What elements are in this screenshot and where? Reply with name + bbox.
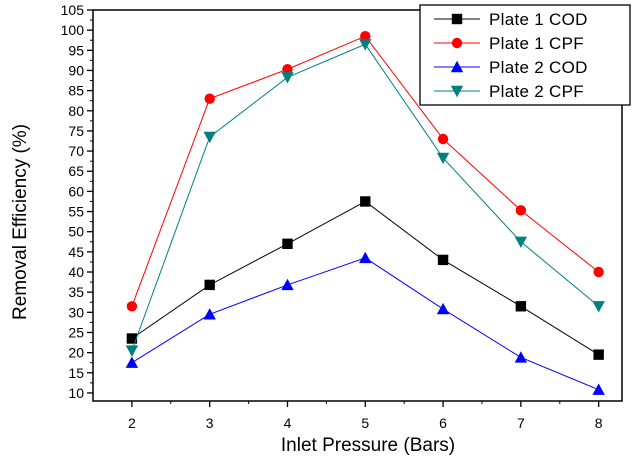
y-tick-label: 100: [61, 22, 85, 38]
data-point: [592, 301, 605, 313]
legend-entry: Plate 2 CPF: [434, 82, 584, 101]
data-point: [514, 236, 528, 248]
data-point: [359, 39, 372, 51]
series-line: [131, 257, 599, 391]
data-point: [514, 351, 528, 363]
y-tick-label: 65: [68, 163, 84, 179]
x-tick-label: 7: [517, 415, 525, 431]
y-tick-label: 55: [68, 204, 84, 220]
x-tick-label: 4: [284, 415, 292, 431]
data-point: [281, 72, 294, 84]
legend-marker: [450, 85, 464, 98]
plot-frame: [92, 9, 623, 402]
legend-label: Plate 2 CPF: [489, 82, 584, 101]
legend-entry: Plate 2 COD: [434, 58, 588, 77]
y-tick-label: 45: [68, 244, 84, 260]
legend-entry: Plate 1 CPF: [434, 34, 584, 53]
legend-marker: [450, 60, 464, 73]
data-point: [515, 205, 527, 216]
data-point: [436, 152, 450, 165]
y-tick-label: 50: [68, 224, 84, 240]
data-point: [126, 301, 138, 312]
data-point: [360, 31, 371, 42]
data-point: [203, 308, 216, 320]
y-axis-title: Removal Efficiency (%): [10, 124, 31, 320]
data-point: [125, 356, 139, 368]
series-3: [125, 39, 605, 357]
x-tick-label: 8: [595, 415, 603, 431]
x-axis-title: Inlet Pressure (Bars): [281, 435, 455, 456]
x-tick-label: 5: [361, 415, 369, 431]
y-tick-label: 25: [68, 324, 84, 340]
legend-label: Plate 2 COD: [489, 58, 588, 77]
legend-entry: Plate 1 COD: [434, 10, 588, 29]
y-tick-label: 80: [68, 103, 84, 119]
y-tick-label: 20: [68, 345, 84, 361]
y-tick-label: 90: [68, 62, 84, 78]
y-tick-label: 15: [68, 365, 84, 381]
y-tick-label: 95: [68, 42, 84, 58]
data-point: [282, 238, 293, 249]
data-point: [437, 254, 449, 266]
x-tick-label: 2: [128, 415, 136, 431]
legend-marker: [451, 37, 463, 49]
data-point: [204, 93, 215, 104]
x-tick-label: 3: [206, 415, 214, 431]
data-point: [436, 302, 450, 315]
data-point: [437, 133, 449, 145]
series-2: [125, 251, 605, 395]
legend-marker: [451, 13, 463, 25]
data-point: [203, 131, 216, 144]
legend-label: Plate 1 CPF: [489, 34, 584, 53]
data-point: [126, 333, 138, 344]
data-point: [282, 64, 293, 75]
series-line: [131, 200, 599, 356]
data-point: [360, 196, 371, 207]
data-point: [204, 279, 215, 291]
y-tick-label: 70: [68, 143, 84, 159]
data-point: [359, 251, 372, 264]
data-point: [593, 349, 604, 360]
y-tick-label: 30: [68, 304, 84, 320]
y-tick-label: 85: [68, 83, 84, 99]
y-tick-label: 35: [68, 284, 84, 300]
y-tick-label: 10: [68, 385, 84, 401]
x-tick-label: 6: [439, 415, 447, 431]
y-tick-label: 40: [68, 264, 84, 280]
y-tick-label: 75: [68, 123, 84, 139]
data-point: [515, 301, 527, 312]
data-point: [593, 266, 604, 278]
legend-label: Plate 1 COD: [489, 10, 588, 29]
y-tick-label: 105: [61, 2, 85, 18]
series-1: [126, 31, 604, 312]
y-tick-label: 60: [68, 183, 84, 199]
data-point: [125, 345, 139, 357]
data-point: [281, 278, 294, 291]
data-point: [592, 383, 605, 395]
series-0: [126, 196, 604, 360]
